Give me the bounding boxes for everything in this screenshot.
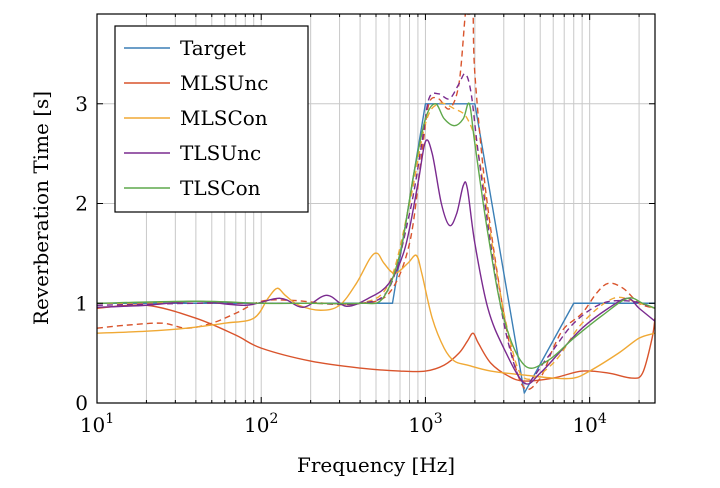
y-tick-labels: 0 1 2 3: [75, 92, 88, 415]
series-line-tlscon: [97, 102, 655, 369]
legend: Target MLSUnc MLSCon TLSUnc TLSCon: [114, 25, 309, 213]
x-tick-labels: 101 102 103 104: [80, 411, 607, 437]
y-tick-label: 1: [75, 291, 88, 315]
tick-marks: [96, 14, 655, 404]
x-tick-label: 104: [572, 411, 606, 437]
series-line-mlsunc: [97, 304, 655, 382]
y-tick-label: 3: [75, 92, 88, 116]
y-tick-label: 2: [75, 192, 88, 216]
y-axis-label: Reverberation Time [s]: [29, 91, 53, 325]
series-group: [97, 14, 655, 394]
x-tick-label: 102: [244, 411, 278, 437]
y-tick-label: 0: [75, 391, 88, 415]
legend-label: Target: [180, 36, 246, 60]
series-line-mlsunc-dashed: [97, 14, 655, 391]
series-line-target: [97, 103, 655, 394]
legend-box: [114, 25, 309, 213]
x-axis-label: Frequency [Hz]: [297, 453, 455, 477]
legend-label: TLSCon: [180, 176, 261, 200]
legend-label: MLSCon: [180, 106, 268, 130]
legend-label: MLSUnc: [180, 71, 268, 95]
x-tick-label: 103: [408, 411, 442, 437]
legend-label: TLSUnc: [180, 141, 261, 165]
series-line-tlsunc: [97, 139, 655, 385]
x-tick-label: 101: [80, 411, 114, 437]
